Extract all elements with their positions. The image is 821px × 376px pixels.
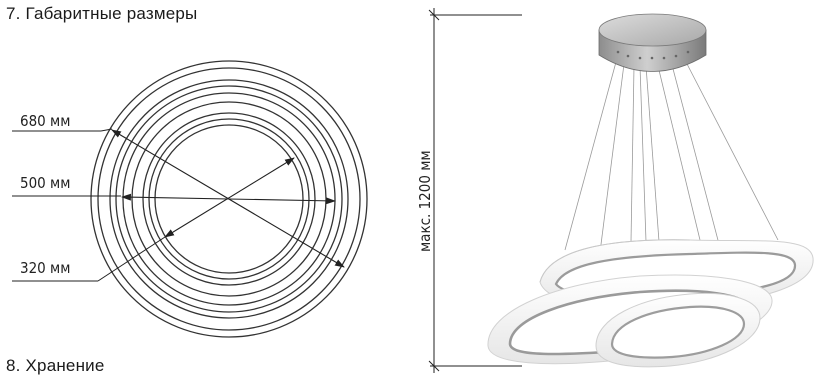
dimension-label-680: 680 мм xyxy=(20,112,70,130)
height-label: макс. 1200 мм xyxy=(416,150,434,252)
chandelier-illustration xyxy=(487,13,814,368)
dimension-label-500: 500 мм xyxy=(20,174,70,192)
dimension-label-320: 320 мм xyxy=(20,259,70,277)
dimension-500: 500 мм xyxy=(12,174,336,205)
height-dimension xyxy=(428,8,522,373)
section-8-title: 8. Хранение xyxy=(6,356,105,375)
section-7-title: 7. Габаритные размеры xyxy=(6,4,198,23)
dimension-320: 320 мм xyxy=(12,157,295,282)
